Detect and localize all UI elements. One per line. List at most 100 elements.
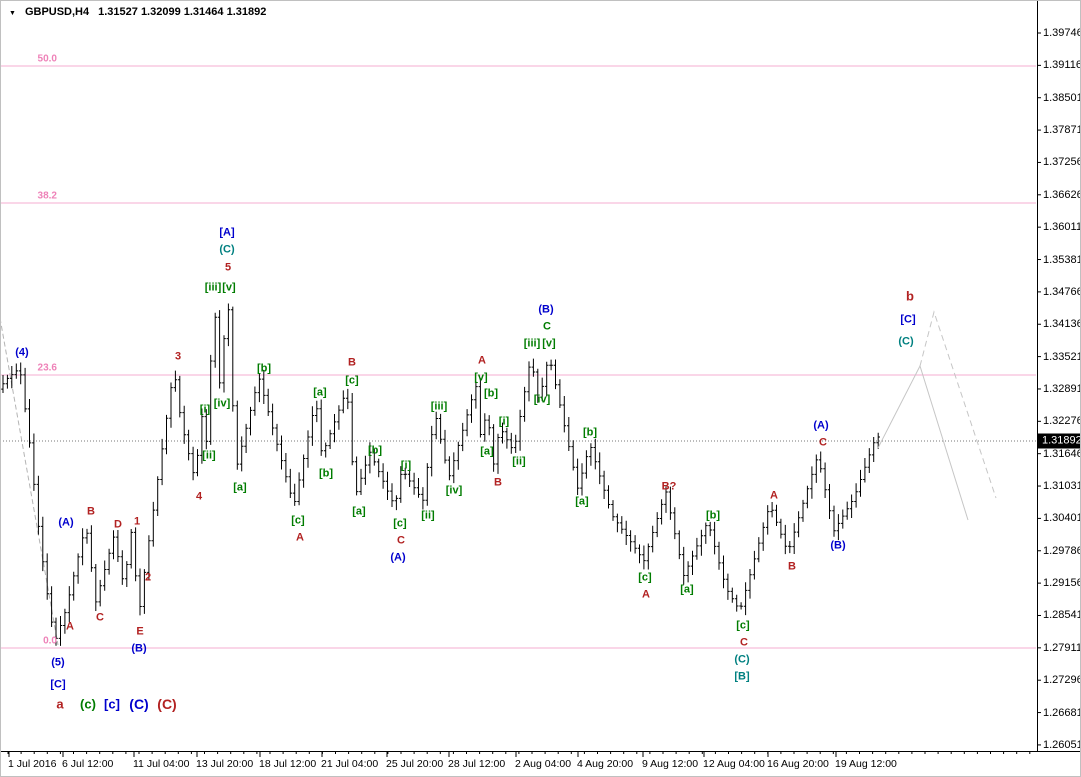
price-tick-label: 1.35381	[1043, 253, 1081, 266]
wave-label: [a]	[313, 386, 327, 399]
wave-label: (A)	[58, 516, 74, 529]
wave-label: (C)	[157, 696, 177, 712]
time-tick-label: 6 Jul 12:00	[62, 758, 114, 770]
wave-label: [i]	[498, 415, 510, 428]
time-tick-label: 12 Aug 04:00	[703, 758, 765, 770]
wave-label: [ii]	[421, 509, 435, 522]
wave-label: 4	[195, 490, 203, 503]
time-tick-label: 25 Jul 20:00	[386, 758, 444, 770]
price-tick-label: 1.26681	[1043, 706, 1081, 719]
wave-label: (B)	[830, 539, 846, 552]
wave-label: [b]	[367, 444, 383, 457]
wave-label: [c]	[104, 696, 120, 712]
wave-label: C	[819, 436, 827, 449]
price-tick-label: 1.36626	[1043, 188, 1081, 201]
wave-label: [a]	[575, 495, 589, 508]
price-tick-label: 1.31031	[1043, 480, 1081, 493]
fib-level-label: 0.0	[43, 635, 57, 647]
wave-label: (c)	[80, 696, 96, 712]
wave-label: [b]	[256, 362, 272, 375]
time-tick-label: 18 Jul 12:00	[259, 758, 317, 770]
wave-label: [a]	[480, 445, 494, 458]
wave-label: [iii]	[430, 400, 448, 413]
time-tick-label: 13 Jul 20:00	[196, 758, 254, 770]
price-tick-label: 1.31646	[1043, 447, 1081, 460]
wave-label: (4)	[15, 346, 29, 359]
wave-label: [c]	[638, 571, 652, 584]
wave-label: C	[96, 611, 104, 624]
price-tick-label: 1.32276	[1043, 415, 1081, 428]
price-tick-label: 1.37871	[1043, 124, 1081, 137]
wave-label: (B)	[131, 642, 147, 655]
wave-label: A	[296, 531, 304, 544]
wave-label: [c]	[736, 619, 750, 632]
time-tick-label: 4 Aug 20:00	[577, 758, 634, 770]
wave-label: A	[478, 354, 486, 367]
wave-label: (A)	[390, 551, 406, 564]
price-tick-label: 1.38501	[1043, 91, 1081, 104]
wave-label: [b]	[483, 387, 499, 400]
wave-label: [a]	[680, 583, 694, 596]
wave-label: [v]	[222, 281, 236, 294]
wave-label: [i]	[400, 459, 412, 472]
wave-label: [iv]	[445, 484, 463, 497]
wave-label: (C)	[898, 335, 914, 348]
time-tick-label: 2 Aug 04:00	[515, 758, 572, 770]
wave-label: (C)	[734, 653, 750, 666]
wave-label: B?	[661, 480, 677, 493]
wave-label: [i]	[199, 403, 211, 416]
wave-label: (5)	[51, 656, 65, 669]
time-tick-label: 1 Jul 2016	[8, 758, 57, 770]
wave-label: B	[788, 560, 796, 573]
fib-level-label: 23.6	[37, 362, 57, 374]
fib-level-label: 38.2	[37, 190, 57, 202]
wave-label: [a]	[233, 481, 247, 494]
price-tick-label: 1.33521	[1043, 350, 1081, 363]
wave-label: b	[906, 288, 914, 304]
wave-label: [c]	[393, 517, 407, 530]
time-tick-label: 21 Jul 04:00	[321, 758, 379, 770]
wave-label: B	[87, 505, 95, 518]
wave-label: [C]	[50, 678, 66, 691]
wave-label: [b]	[318, 467, 334, 480]
wave-label: (A)	[813, 419, 829, 432]
time-tick-label: 28 Jul 12:00	[448, 758, 506, 770]
wave-label: [a]	[352, 505, 366, 518]
price-tick-label: 1.30401	[1043, 512, 1081, 525]
wave-label: [b]	[705, 509, 721, 522]
wave-label: 1	[133, 515, 141, 528]
fib-level-label: 50.0	[37, 53, 57, 65]
wave-label: [iv]	[533, 393, 551, 406]
price-tick-label: 1.39116	[1043, 59, 1081, 72]
wave-label: A	[770, 489, 778, 502]
chart-title: ▼ GBPUSD,H4 1.31527 1.32099 1.31464 1.31…	[9, 6, 266, 18]
wave-label: (C)	[219, 243, 235, 256]
wave-label: [c]	[291, 514, 305, 527]
time-tick-label: 11 Jul 04:00	[133, 758, 190, 770]
time-tick-label: 16 Aug 20:00	[767, 758, 829, 770]
price-tick-label: 1.29156	[1043, 577, 1081, 590]
current-price-badge: 1.31892	[1038, 433, 1081, 449]
price-tick-label: 1.28541	[1043, 609, 1081, 622]
wave-label: [c]	[345, 374, 359, 387]
wave-label: [b]	[582, 426, 598, 439]
price-tick-label: 1.26051	[1043, 738, 1081, 751]
wave-label: C	[397, 534, 405, 547]
wave-label: C	[740, 636, 748, 649]
price-tick-label: 1.32891	[1043, 382, 1081, 395]
wave-label: A	[66, 620, 74, 633]
time-tick-label: 9 Aug 12:00	[642, 758, 699, 770]
price-tick-label: 1.37256	[1043, 156, 1081, 169]
price-tick-label: 1.27911	[1043, 641, 1081, 654]
wave-label: [v]	[542, 337, 556, 350]
wave-label: (C)	[129, 696, 149, 712]
wave-label: [B]	[734, 670, 750, 683]
wave-label: B	[494, 476, 502, 489]
wave-label: (B)	[538, 303, 554, 316]
wave-label: C	[543, 320, 551, 333]
wave-label: 5	[224, 261, 232, 274]
price-tick-label: 1.36011	[1043, 221, 1081, 234]
wave-label: 2	[144, 571, 152, 584]
